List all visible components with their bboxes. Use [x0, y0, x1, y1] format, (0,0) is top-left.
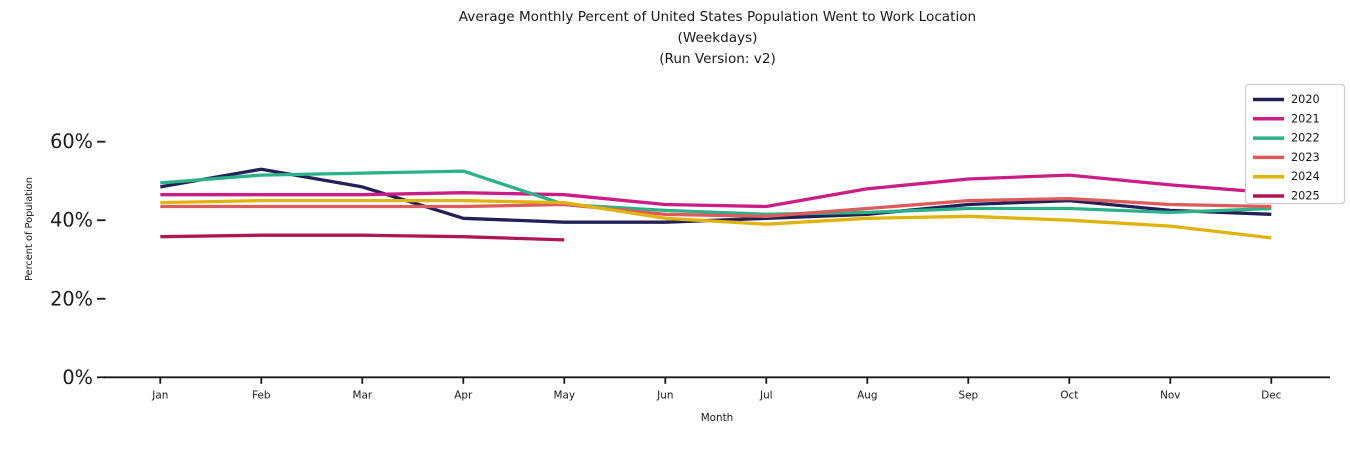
series-line-2024: [160, 198, 1272, 240]
x-tick-label: Jan: [151, 390, 168, 402]
y-tick-label: 0%: [62, 366, 93, 389]
legend-item-2024: 2024: [1253, 170, 1320, 183]
x-tick-label: Feb: [252, 390, 271, 402]
x-tick-label: Mar: [352, 390, 372, 402]
series-line-2025: [160, 233, 565, 242]
x-axis-label: Month: [701, 412, 734, 424]
legend-item-2023: 2023: [1253, 151, 1320, 164]
legend-item-2022: 2022: [1253, 132, 1320, 145]
series-layer: [160, 167, 1272, 242]
x-tick-label: Sep: [959, 390, 979, 402]
legend-item-2020: 2020: [1253, 93, 1320, 106]
legend-label: 2024: [1291, 170, 1320, 183]
legend-label: 2023: [1291, 151, 1320, 164]
x-tick-label: Jun: [656, 390, 673, 402]
x-tick-label: Oct: [1060, 390, 1078, 402]
series-line-2022: [160, 169, 1272, 216]
legend-label: 2020: [1291, 93, 1320, 106]
chart-title-line3: (Run Version: v2): [659, 51, 776, 67]
axes-layer: 0% 20% 40% 60% Jan Feb Mar Apr May Jun Jul Aug Sep Oc…: [50, 130, 1330, 402]
y-tick-label: 60%: [50, 130, 93, 153]
legend-item-2025: 2025: [1253, 190, 1320, 203]
legend-label: 2025: [1291, 190, 1320, 203]
chart-title-line1: Average Monthly Percent of United States…: [459, 9, 976, 25]
legend-item-2021: 2021: [1253, 112, 1320, 125]
y-axis-label: Percent of Population: [24, 177, 35, 281]
y-tick-label: 40%: [50, 209, 93, 232]
x-tick-label: Nov: [1160, 390, 1180, 402]
x-tick-label: Apr: [454, 390, 473, 402]
series-line-2023: [160, 196, 1272, 218]
legend-label: 2021: [1291, 112, 1320, 125]
x-tick-label: Aug: [857, 390, 877, 402]
series-line-2021: [160, 173, 1272, 209]
x-tick-label: May: [554, 390, 575, 402]
x-tick-label: Jul: [759, 390, 773, 402]
legend: 2020 2021 2022 2023 2024 2025: [1244, 83, 1346, 205]
legend-label: 2022: [1291, 132, 1320, 145]
chart-title-line2: (Weekdays): [678, 30, 758, 46]
x-tick-label: Dec: [1261, 390, 1281, 402]
y-tick-label: 20%: [50, 287, 93, 310]
legend-box: [1244, 83, 1346, 205]
